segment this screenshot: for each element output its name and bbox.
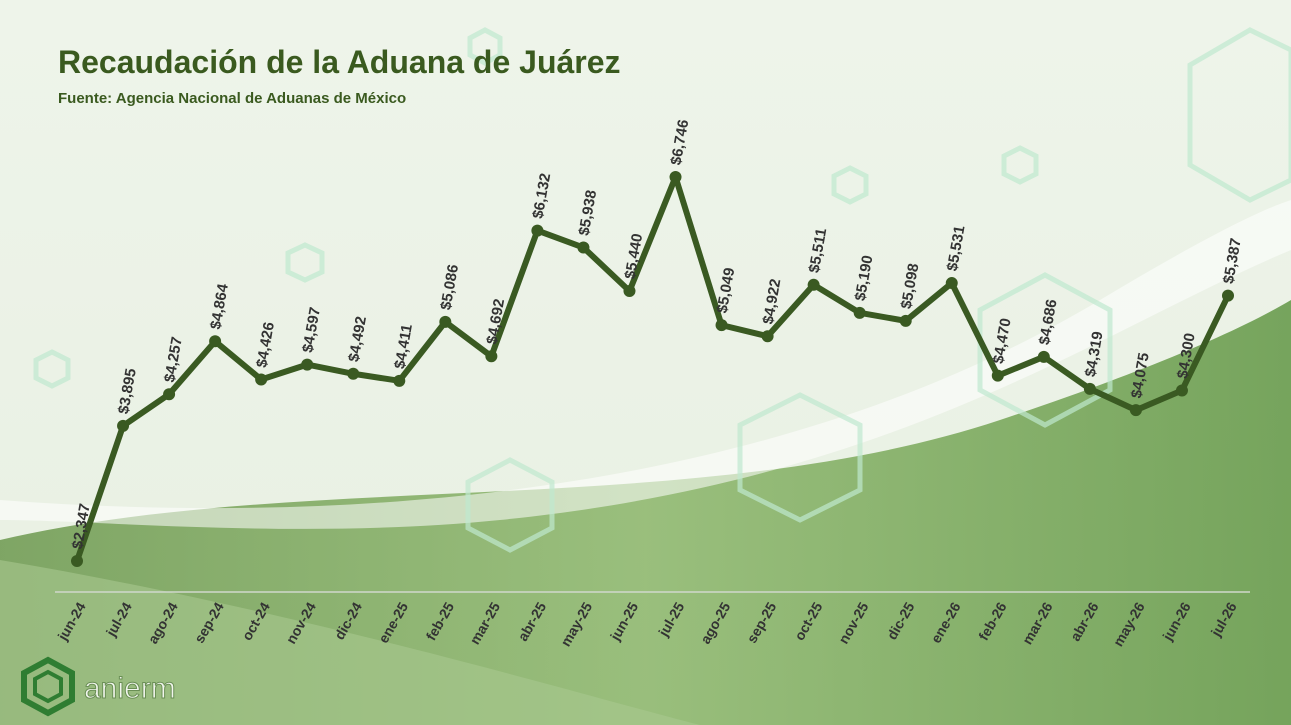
data-point <box>807 278 820 291</box>
data-point <box>531 224 544 237</box>
data-point <box>1037 350 1050 363</box>
data-point <box>393 374 406 387</box>
data-point <box>163 388 176 401</box>
data-point <box>761 330 774 343</box>
chart-title: Recaudación de la Aduana de Juárez <box>58 44 621 80</box>
swoosh <box>0 300 1291 725</box>
data-point <box>1129 404 1142 417</box>
data-point <box>991 369 1004 382</box>
logo-text: anierm <box>84 672 176 705</box>
hexagons <box>33 27 1291 553</box>
data-point <box>577 241 590 254</box>
data-point <box>347 367 360 380</box>
data-point <box>899 314 912 327</box>
data-point <box>623 285 636 298</box>
data-line <box>74 174 1231 562</box>
data-point <box>669 171 682 183</box>
data-point <box>209 335 222 348</box>
data-point <box>715 319 728 332</box>
data-point <box>439 315 452 328</box>
data-point <box>301 358 314 371</box>
data-point <box>945 277 958 290</box>
data-point <box>1222 289 1234 302</box>
data-point <box>485 350 498 363</box>
data-point <box>71 555 83 567</box>
data-point <box>255 373 268 386</box>
data-point <box>1083 382 1096 395</box>
data-point <box>117 419 130 432</box>
data-point <box>853 306 866 319</box>
data-point <box>1175 384 1188 397</box>
swoosh-low <box>0 560 700 725</box>
logo: anierm <box>21 656 176 717</box>
chart-subtitle: Fuente: Agencia Nacional de Aduanas de M… <box>58 90 406 107</box>
